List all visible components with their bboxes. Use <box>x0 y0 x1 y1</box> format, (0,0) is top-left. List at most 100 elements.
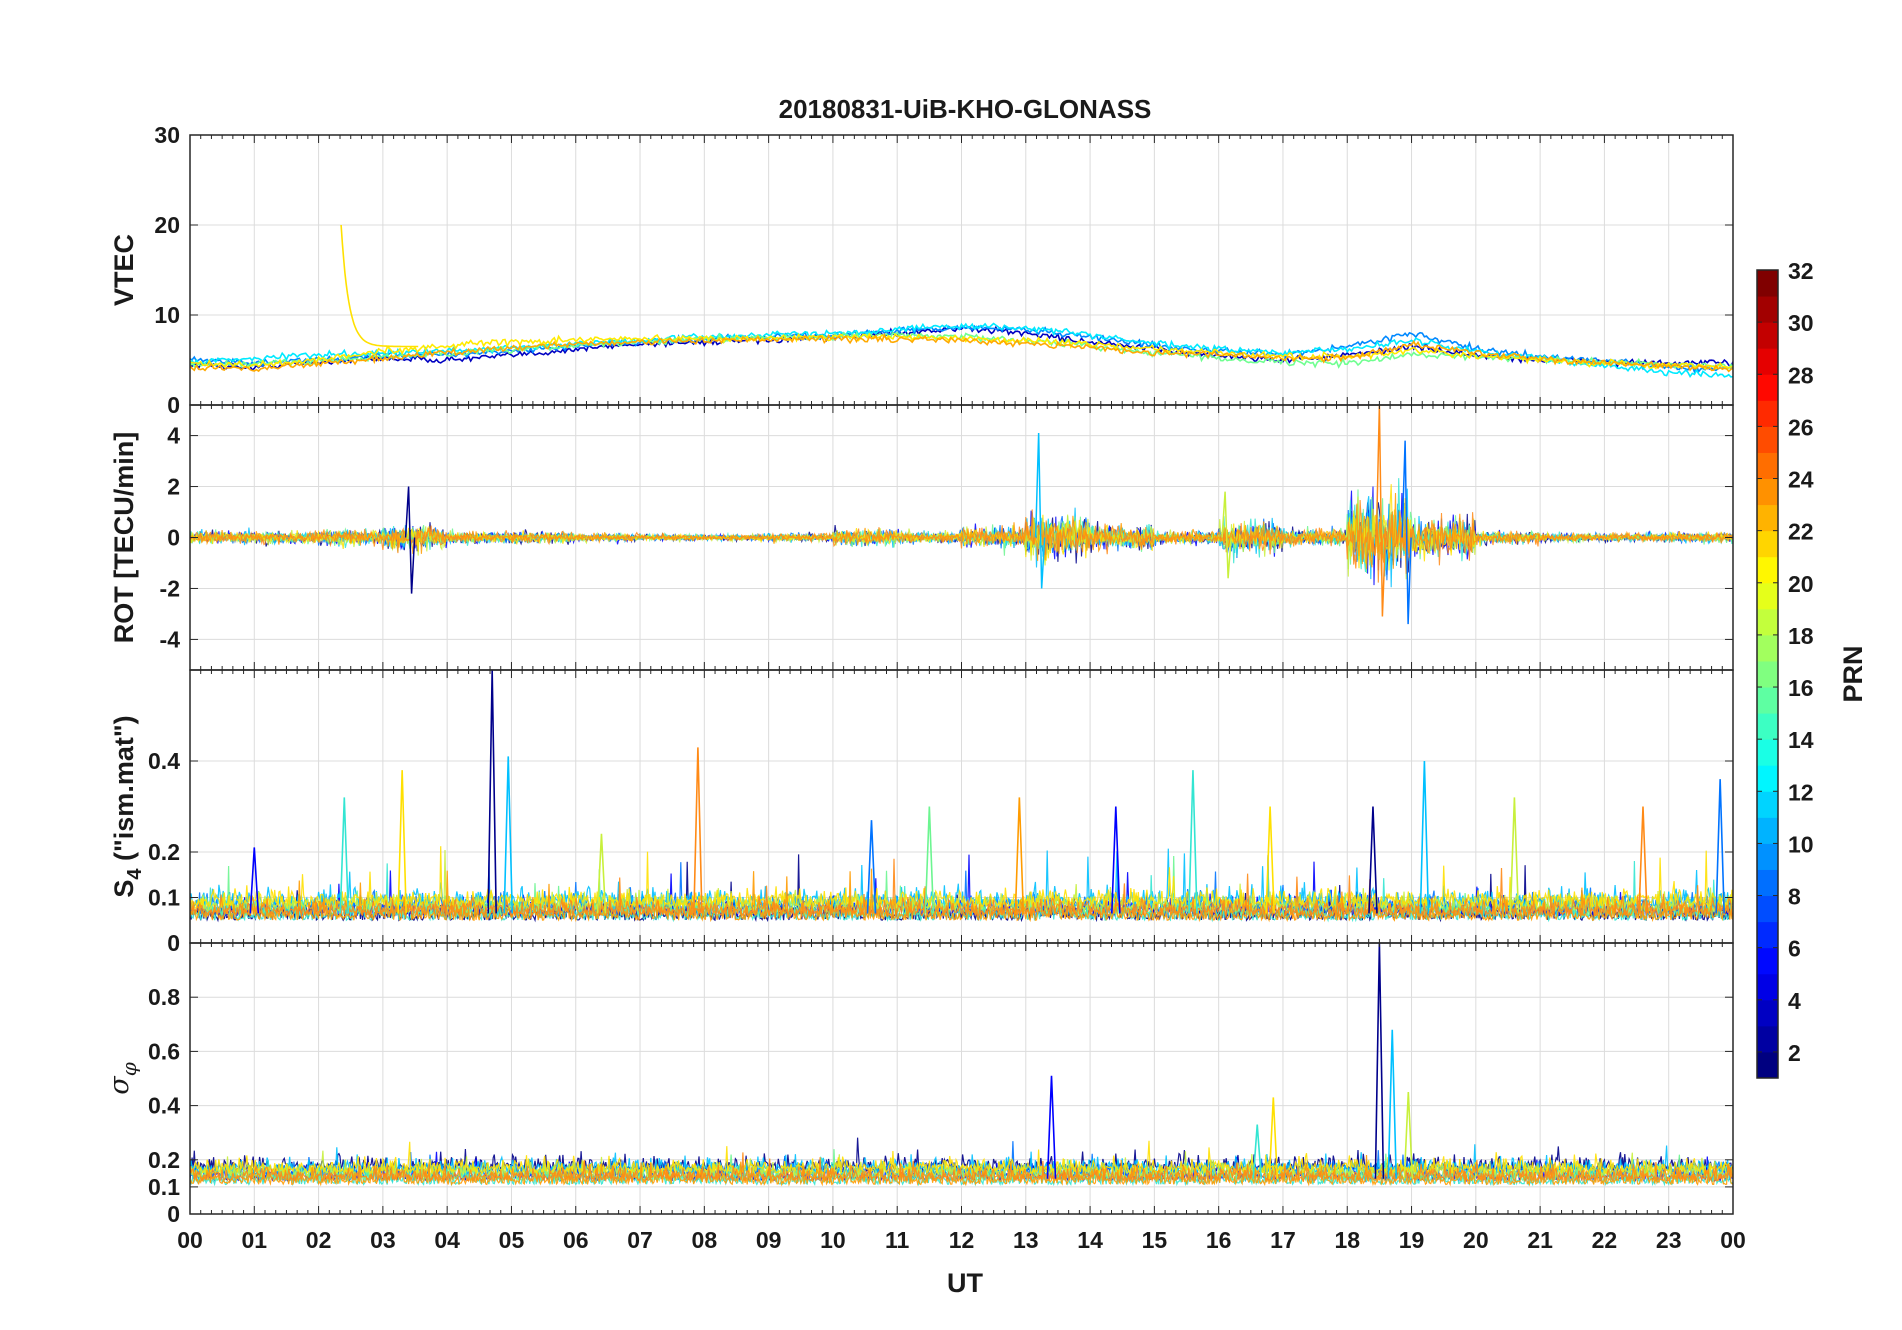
series-group <box>190 943 1733 1187</box>
y-tick-label: 0.2 <box>148 839 180 865</box>
y-tick-label: 30 <box>154 122 180 148</box>
y-axis-label: ROT [TECU/min] <box>109 432 139 643</box>
spike-mark <box>1509 797 1520 914</box>
colorbar-segment <box>1757 1051 1778 1079</box>
y-tick-label: -4 <box>160 626 181 652</box>
y-tick-label: 0 <box>167 525 180 551</box>
x-tick-label: 06 <box>563 1227 589 1253</box>
spike-mark <box>596 833 607 914</box>
series-group <box>190 670 1733 923</box>
colorbar-tick-label: 18 <box>1788 623 1814 649</box>
colorbar-segment <box>1757 348 1778 375</box>
colorbar-tick-label: 22 <box>1788 519 1814 545</box>
panel-vtec: 0 10 20 30 VTEC <box>109 122 1734 418</box>
spike-mark <box>397 770 407 914</box>
series-line-prn-23 <box>190 332 1733 373</box>
panel-rot: -4 -2 0 2 4 ROT [TECU/min] <box>109 404 1734 671</box>
spike-mark <box>1374 943 1385 1179</box>
colorbar-segment <box>1757 426 1778 453</box>
rot-peak <box>404 486 416 594</box>
y-tick-label: 2 <box>167 474 180 500</box>
x-tick-label: 22 <box>1592 1227 1618 1253</box>
colorbar-segment <box>1757 322 1778 349</box>
x-tick-label: 09 <box>756 1227 782 1253</box>
spike-mark <box>1715 779 1725 914</box>
colorbar-segment <box>1757 374 1778 401</box>
x-tick-label: 14 <box>1077 1227 1103 1253</box>
x-tick-label: 23 <box>1656 1227 1682 1253</box>
colorbar-tick-label: 28 <box>1788 362 1814 388</box>
colorbar-segment <box>1757 999 1778 1027</box>
colorbar-segment <box>1757 947 1778 975</box>
colorbar-tick-label: 12 <box>1788 779 1814 805</box>
y-axis-label: VTEC <box>109 234 139 306</box>
series-group <box>190 224 1733 379</box>
colorbar-segment <box>1757 270 1778 297</box>
colorbar-segment <box>1757 687 1778 714</box>
x-tick-label: 07 <box>627 1227 653 1253</box>
panel-s4: 0 0.1 0.2 0.4S4 ("ism.mat") <box>109 669 1734 956</box>
y-tick-label: 10 <box>154 302 180 328</box>
spike-mark <box>1014 797 1025 914</box>
x-tick-label: 18 <box>1334 1227 1360 1253</box>
colorbar-tick-label: 30 <box>1788 310 1814 336</box>
spike-mark <box>339 797 350 914</box>
y-tick-label: 0.2 <box>148 1147 180 1173</box>
x-tick-label: 10 <box>820 1227 846 1253</box>
x-axis-label: UT <box>947 1268 983 1298</box>
spike-mark <box>1403 1092 1414 1179</box>
colorbar-segment <box>1757 843 1778 870</box>
colorbar-segment <box>1757 556 1778 584</box>
colorbar-segment <box>1757 478 1778 506</box>
series-line-8 <box>190 868 1733 923</box>
panel-sigma_phi: 00.10.2 0.4 0.6 0.8 σφ <box>104 942 1734 1227</box>
colorbar-tick-label: 4 <box>1788 988 1801 1014</box>
colorbar-tick-label: 32 <box>1788 258 1814 284</box>
series-line-6 <box>190 849 1733 914</box>
spike-mark <box>503 756 514 914</box>
x-tick-label: 00 <box>177 1227 203 1253</box>
colorbar-segment <box>1757 296 1778 323</box>
spike-mark <box>1419 760 1430 914</box>
colorbar-segment <box>1757 817 1778 844</box>
colorbar-segment <box>1757 634 1778 662</box>
y-axis-label: S4 ("ism.mat") <box>109 715 146 897</box>
y-tick-label: 0 <box>167 930 180 956</box>
x-tick-label: 02 <box>306 1227 332 1253</box>
colorbar-segment <box>1757 739 1778 766</box>
rot-peak <box>1221 491 1232 579</box>
series-line-9 <box>190 858 1733 918</box>
spike-mark <box>1387 1029 1398 1179</box>
spike-mark <box>487 670 497 914</box>
colorbar-frame <box>1756 269 1779 1079</box>
series-line-9 <box>190 499 1733 583</box>
x-tick-label: 19 <box>1399 1227 1425 1253</box>
colorbar-tick-label: 14 <box>1788 727 1814 753</box>
y-tick-label: 0.1 <box>148 1174 180 1200</box>
y-tick-label: 0.4 <box>148 1093 180 1119</box>
y-tick-label: 0 <box>167 392 180 418</box>
spike-mark <box>1638 806 1648 914</box>
colorbar-tick-label: 6 <box>1788 936 1801 962</box>
series-line-9 <box>190 1152 1733 1183</box>
x-tick-label: 04 <box>434 1227 460 1253</box>
spike-mark <box>1368 806 1378 914</box>
rot-peak <box>1375 405 1387 617</box>
colorbar-segment <box>1757 791 1778 818</box>
colorbar-tick-label: 16 <box>1788 675 1814 701</box>
x-tick-label: 12 <box>949 1227 975 1253</box>
rot-peak <box>1034 433 1046 589</box>
x-tick-label: 01 <box>241 1227 267 1253</box>
colorbar-segment <box>1757 765 1778 792</box>
colorbar-tick-label: 26 <box>1788 414 1814 440</box>
y-tick-label: 0.6 <box>148 1038 180 1064</box>
colorbar-segment <box>1757 452 1778 480</box>
colorbar-tick-label: 20 <box>1788 571 1814 597</box>
spike-mark <box>1111 806 1121 914</box>
series-line-8 <box>190 1154 1733 1187</box>
colorbar-segment <box>1757 400 1778 427</box>
spike-mark <box>1188 770 1198 914</box>
